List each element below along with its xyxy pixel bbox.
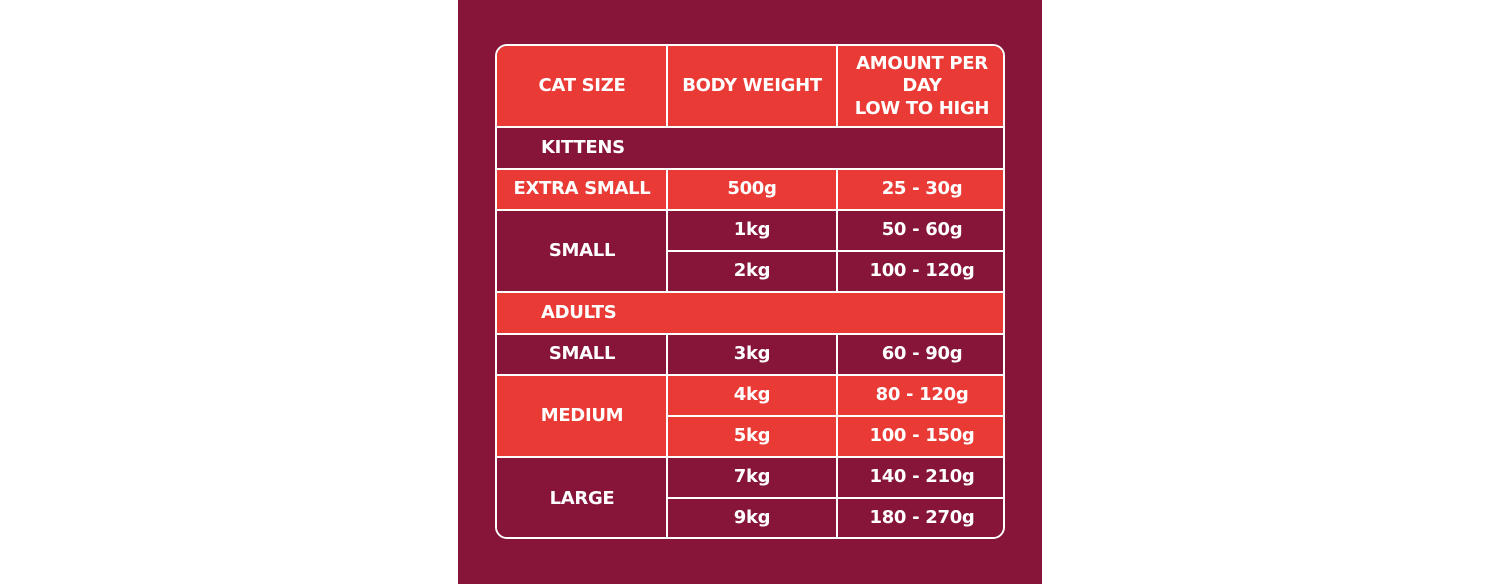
- size-cell: LARGE: [497, 457, 667, 537]
- size-label: SMALL: [548, 343, 616, 365]
- amount-value: 80 - 120g: [875, 384, 969, 406]
- amount-cell: 80 - 120g: [837, 375, 1003, 416]
- amount-cell: 50 - 60g: [837, 210, 1003, 251]
- amount-value: 100 - 150g: [869, 425, 975, 447]
- weight-cell: 9kg: [667, 498, 837, 537]
- weight-cell: 7kg: [667, 457, 837, 498]
- weight-value: 1kg: [733, 219, 771, 241]
- divider: [667, 415, 1003, 417]
- divider: [666, 169, 668, 292]
- weight-value: 3kg: [733, 343, 771, 365]
- weight-cell: 4kg: [667, 375, 837, 416]
- section-kittens: KITTENS: [497, 127, 1003, 169]
- header-amount-text: AMOUNT PER DAY LOW TO HIGH: [854, 52, 990, 119]
- divider: [497, 333, 1003, 335]
- size-label: EXTRA SMALL: [513, 178, 651, 200]
- size-cell: SMALL: [497, 210, 667, 292]
- amount-value: 25 - 30g: [881, 178, 963, 200]
- amount-cell: 140 - 210g: [837, 457, 1003, 498]
- amount-cell: 100 - 120g: [837, 251, 1003, 292]
- weight-cell: 500g: [667, 169, 837, 210]
- feeding-guide-table: CAT SIZE BODY WEIGHT AMOUNT PER DAY LOW …: [495, 44, 1005, 539]
- divider: [836, 169, 838, 292]
- weight-cell: 5kg: [667, 416, 837, 457]
- divider: [497, 168, 1003, 170]
- size-label: MEDIUM: [540, 404, 624, 426]
- section-adults: ADULTS: [497, 292, 1003, 334]
- amount-value: 60 - 90g: [881, 343, 963, 365]
- divider: [666, 334, 668, 537]
- divider: [836, 334, 838, 537]
- amount-cell: 25 - 30g: [837, 169, 1003, 210]
- amount-cell: 100 - 150g: [837, 416, 1003, 457]
- weight-value: 2kg: [733, 260, 771, 282]
- amount-value: 100 - 120g: [869, 260, 975, 282]
- weight-value: 500g: [727, 178, 777, 200]
- header-body-weight-text: BODY WEIGHT: [682, 75, 822, 97]
- amount-cell: 180 - 270g: [837, 498, 1003, 537]
- divider: [667, 250, 1003, 252]
- section-adults-label: ADULTS: [541, 301, 617, 323]
- divider: [666, 46, 668, 127]
- header-cat-size: CAT SIZE: [497, 46, 667, 127]
- amount-value: 180 - 270g: [869, 507, 975, 529]
- weight-cell: 1kg: [667, 210, 837, 251]
- weight-value: 7kg: [733, 466, 771, 488]
- divider: [497, 374, 1003, 376]
- divider: [497, 209, 1003, 211]
- amount-value: 50 - 60g: [881, 219, 963, 241]
- size-cell: SMALL: [497, 334, 667, 375]
- weight-cell: 3kg: [667, 334, 837, 375]
- size-label: SMALL: [548, 239, 616, 261]
- header-cat-size-text: CAT SIZE: [538, 75, 626, 97]
- feeding-guide-panel: CAT SIZE BODY WEIGHT AMOUNT PER DAY LOW …: [458, 0, 1042, 584]
- divider: [667, 497, 1003, 499]
- divider: [836, 46, 838, 127]
- weight-value: 4kg: [733, 384, 771, 406]
- size-cell: MEDIUM: [497, 375, 667, 457]
- amount-cell: 60 - 90g: [837, 334, 1003, 375]
- header-body-weight: BODY WEIGHT: [667, 46, 837, 127]
- header-amount-per-day: AMOUNT PER DAY LOW TO HIGH: [837, 46, 1003, 127]
- weight-cell: 2kg: [667, 251, 837, 292]
- weight-value: 5kg: [733, 425, 771, 447]
- section-kittens-label: KITTENS: [541, 136, 625, 158]
- size-label: LARGE: [549, 487, 615, 509]
- weight-value: 9kg: [733, 507, 771, 529]
- divider: [497, 456, 1003, 458]
- size-cell: EXTRA SMALL: [497, 169, 667, 210]
- amount-value: 140 - 210g: [869, 466, 975, 488]
- divider: [497, 291, 1003, 293]
- divider: [497, 126, 1003, 128]
